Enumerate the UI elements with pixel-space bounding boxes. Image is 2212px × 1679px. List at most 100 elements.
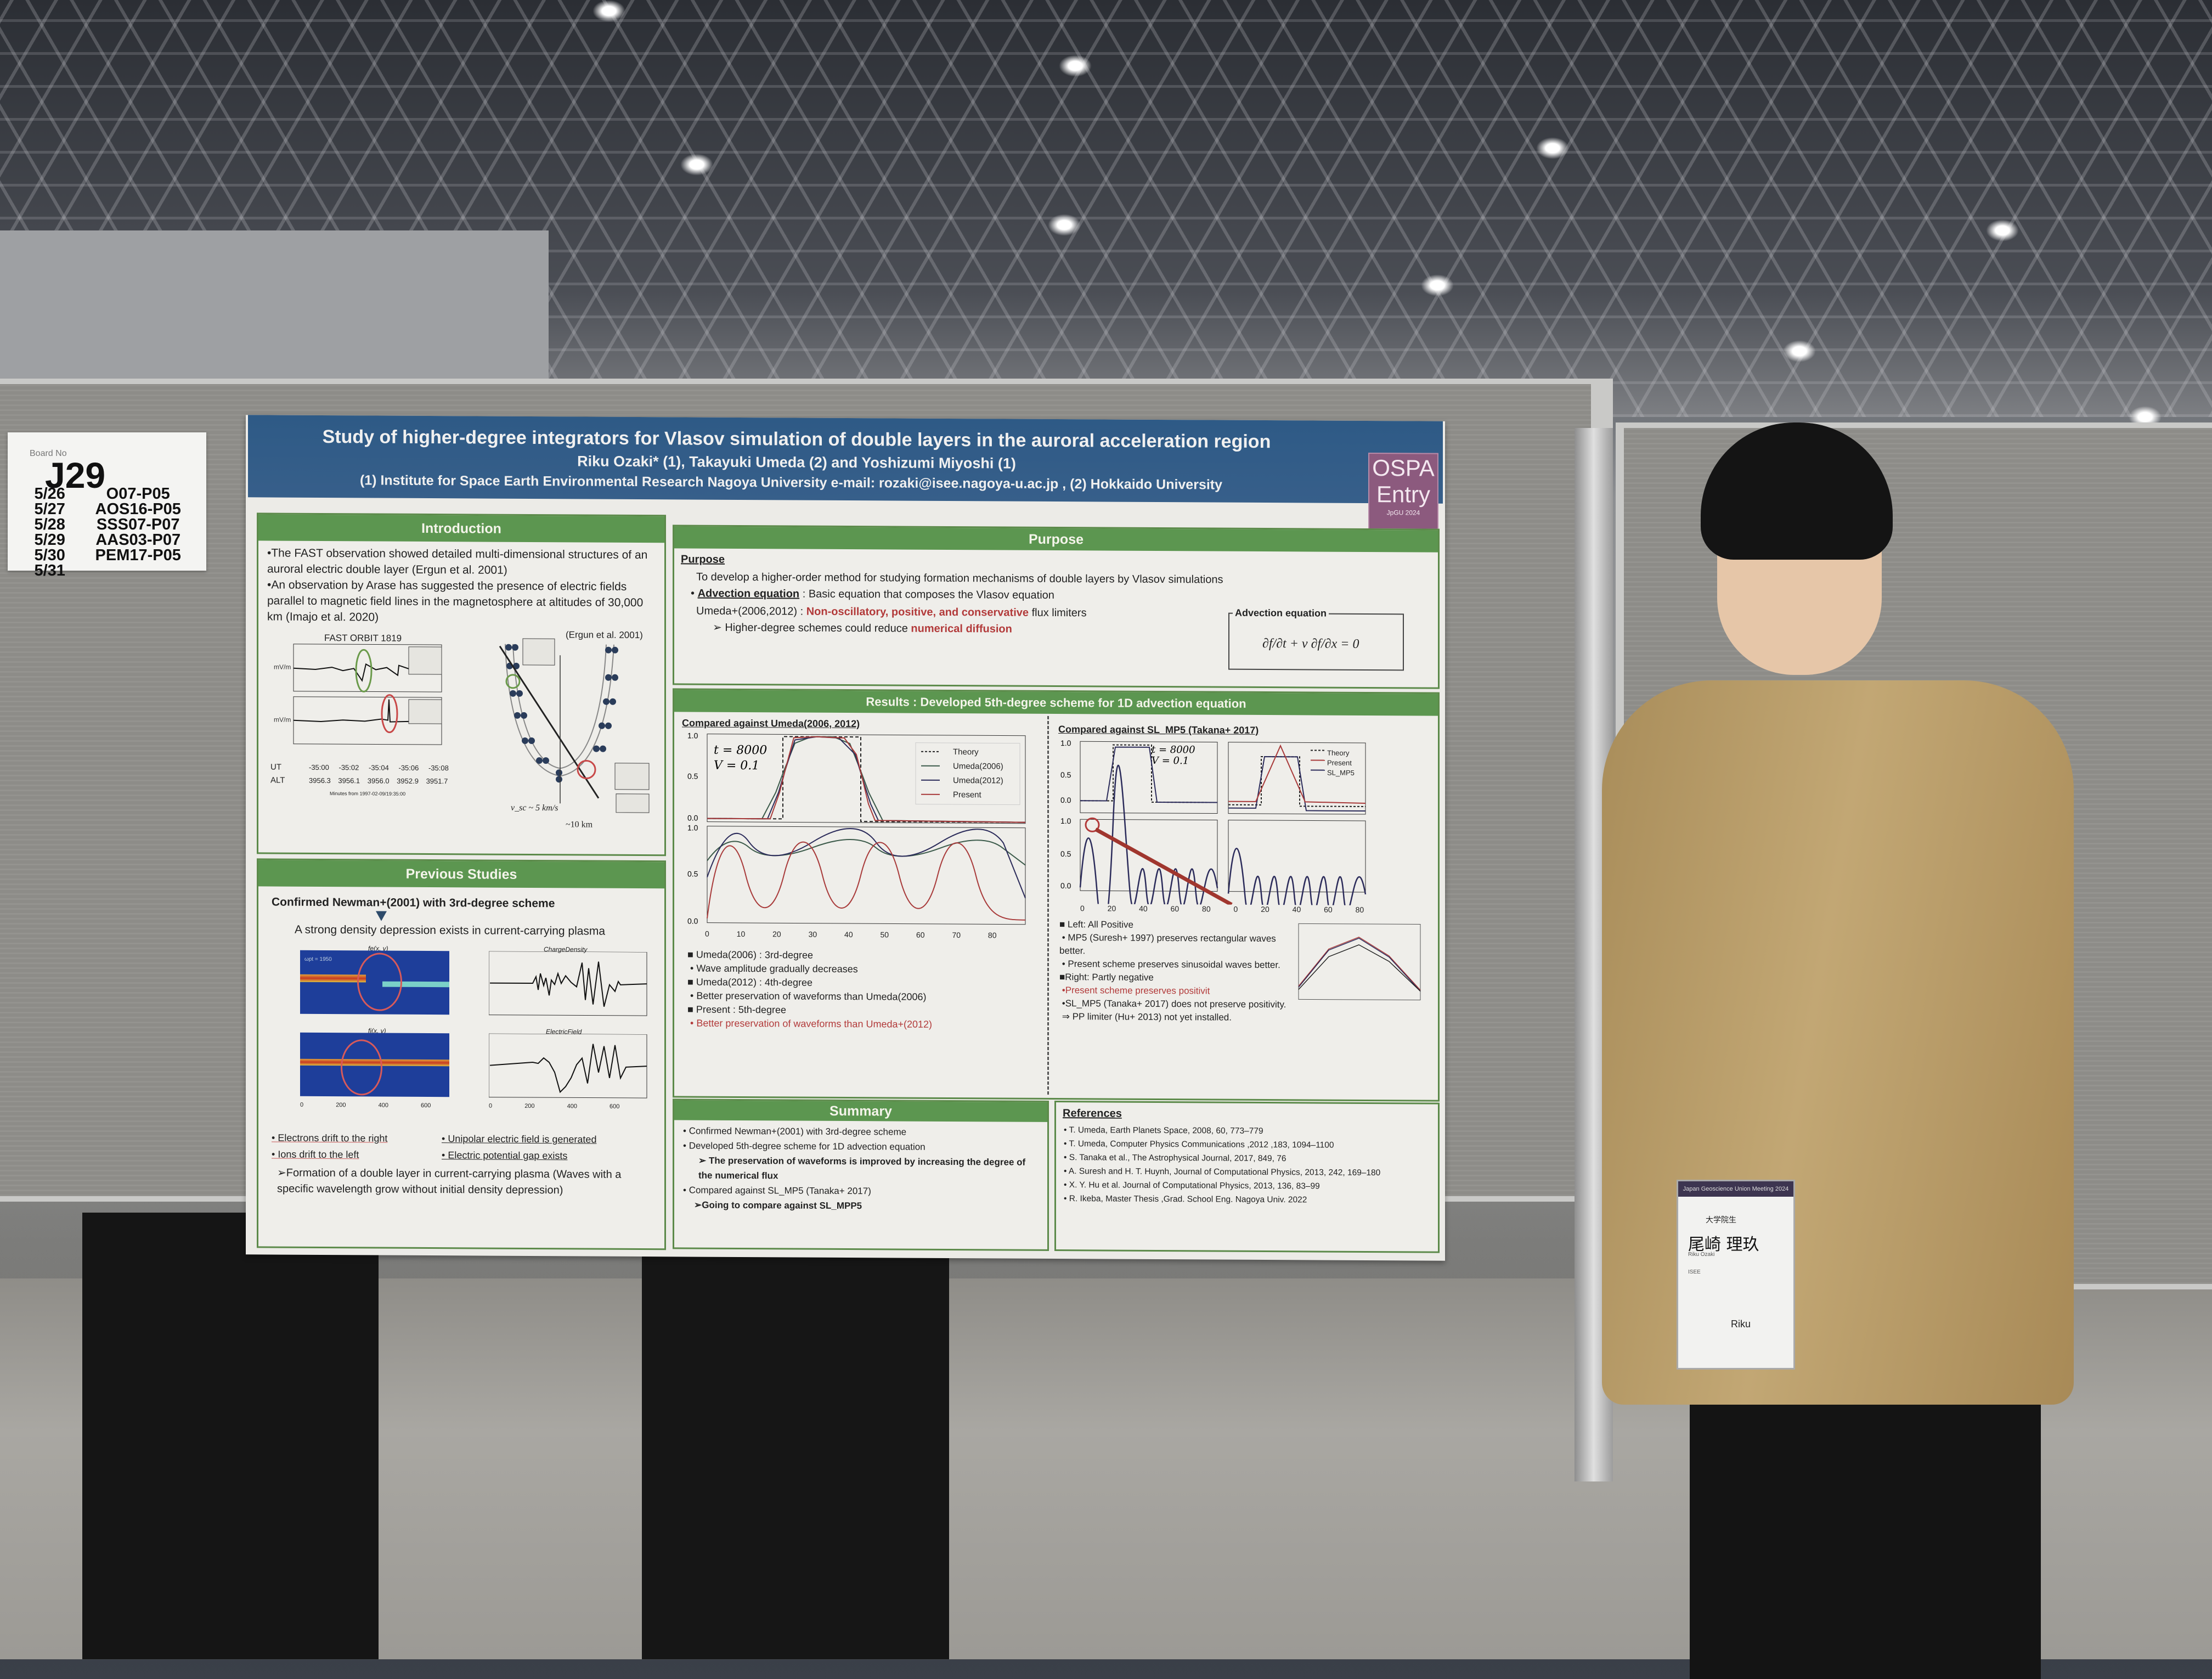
time-caption: Minutes from 1997-02-09/19:35:00: [330, 786, 405, 802]
person-legs-middle: [642, 1257, 949, 1659]
legend-slmp5-right: SL_MP5: [1327, 765, 1355, 781]
param-t: t = 8000: [714, 743, 767, 758]
badge-nickname: Riku: [1731, 1319, 1751, 1330]
presenter-hair: [1701, 422, 1893, 560]
reference-item: • T. Umeda, Earth Planets Space, 2008, 6…: [1064, 1123, 1431, 1139]
ceiling-light: [1986, 219, 2019, 241]
advection-equation: ∂f/∂t + v ∂f/∂x = 0: [1262, 636, 1359, 652]
svg-text:V = 0.1: V = 0.1: [1152, 755, 1189, 767]
section-header: Results : Developed 5th-degree scheme fo…: [674, 690, 1438, 715]
ceiling-light: [680, 154, 713, 176]
svg-text:0.0: 0.0: [1060, 881, 1071, 890]
results-left-subheader: Compared against Umeda(2006, 2012): [682, 715, 860, 732]
purpose-statement: To develop a higher-order method for stu…: [696, 570, 1223, 588]
svg-text:1.0: 1.0: [687, 823, 698, 832]
svg-text:0.5: 0.5: [687, 771, 698, 780]
fi-phase-space-heatmap: [300, 1033, 449, 1097]
umeda-line: Umeda+(2006,2012) : Non-oscillatory, pos…: [696, 604, 1087, 622]
svg-text:mV/m: mV/m: [274, 716, 291, 724]
references-list: • T. Umeda, Earth Planets Space, 2008, 6…: [1064, 1123, 1431, 1208]
svg-text:0.5: 0.5: [1060, 770, 1071, 779]
purpose-subheader: Purpose: [681, 551, 725, 567]
poster-title: Study of higher-degree integrators for V…: [248, 426, 1345, 453]
reference-item: • A. Suresh and H. T. Huynh, Journal of …: [1064, 1164, 1431, 1180]
references-section: References • T. Umeda, Earth Planets Spa…: [1054, 1101, 1440, 1253]
presenter: [1553, 417, 2211, 1659]
ion-drift-note: • Ions drift to the left: [272, 1147, 359, 1163]
legend-theory: Theory: [953, 744, 979, 760]
reference-item: • T. Umeda, Computer Physics Communicati…: [1064, 1137, 1431, 1153]
intro-bullet: •An observation by Arase has suggested t…: [267, 577, 657, 627]
sl-mp5-comparison-plots: 1.00.50.0 1.00.50.0 t = 8000 V = 0.1: [1058, 739, 1431, 906]
down-arrow-icon: [376, 911, 387, 921]
presenter-jacket: [1602, 680, 2074, 1405]
svg-text:1.0: 1.0: [1060, 816, 1071, 825]
poster-banner: Study of higher-degree integrators for V…: [248, 415, 1443, 503]
reference-item: • R. Ikeba, Master Thesis ,Grad. School …: [1064, 1192, 1431, 1208]
x-ticks-right: 0 200 400 600: [489, 1098, 619, 1115]
previous-conclusion: ➢Formation of a double layer in current-…: [277, 1165, 639, 1199]
left-notes: ■ Umeda(2006) : 3rd-degree • Wave amplit…: [687, 948, 932, 1031]
svg-text:mV/m: mV/m: [274, 663, 291, 671]
advection-equation-box: Advection equation ∂f/∂t + v ∂f/∂x = 0: [1228, 613, 1404, 671]
section-header: Summary: [674, 1100, 1047, 1122]
potential-gap-note: • Electric potential gap exists: [442, 1147, 567, 1164]
ceiling-light: [592, 0, 625, 22]
svg-text:0.0: 0.0: [1060, 796, 1071, 804]
previous-subline: A strong density depression exists in cu…: [295, 922, 605, 939]
scale-label: ~10 km: [566, 816, 592, 832]
svg-text:0.5: 0.5: [1060, 849, 1071, 858]
x-ticks-left: 0 200 400 600: [300, 1097, 431, 1114]
time-label: ωpt = 1950: [304, 951, 332, 967]
double-layer-diagram: [489, 633, 653, 815]
peak-zoom-plot: [1288, 920, 1425, 1008]
research-poster: Study of higher-degree integrators for V…: [246, 415, 1445, 1260]
badge-event: Japan Geoscience Union Meeting 2024: [1678, 1181, 1793, 1197]
references-header: References: [1063, 1106, 1122, 1122]
results-section: Results : Developed 5th-degree scheme fo…: [673, 688, 1440, 1101]
badge-name-en: Riku Ozaki: [1688, 1252, 1714, 1258]
ceiling-light: [1536, 137, 1569, 159]
fast-efield-plot: mV/m mV/m: [272, 642, 480, 758]
svg-text:1.0: 1.0: [687, 731, 698, 740]
introduction-section: Introduction •The FAST observation showe…: [257, 512, 666, 856]
unipolar-note: • Unipolar electric field is generated: [442, 1131, 596, 1147]
legend-umeda2012: Umeda(2012): [953, 773, 1003, 788]
poster-authors: Riku Ozaki* (1), Takayuki Umeda (2) and …: [248, 451, 1345, 474]
results-divider: [1047, 716, 1049, 1095]
summary-list: • Confirmed Newman+(2001) with 3rd-degre…: [683, 1123, 1034, 1214]
ospa-entry-badge: OSPA Entry JpGU 2024: [1368, 453, 1438, 537]
presenter-pants: [1690, 1372, 2041, 1679]
electron-drift-note: • Electrons drift to the right: [272, 1130, 387, 1147]
ceiling-light: [1421, 274, 1454, 296]
alt-label: ALT: [270, 773, 285, 788]
reference-item: • X. Y. Hu et al. Journal of Computation…: [1064, 1178, 1431, 1194]
charge-density-plot: [489, 951, 648, 1017]
higher-degree-line: ➢ Higher-degree schemes could reduce num…: [713, 620, 1012, 638]
svg-text:1.0: 1.0: [1060, 739, 1071, 747]
section-header: Introduction: [258, 514, 664, 543]
previous-headline: Confirmed Newman+(2001) with 3rd-degree …: [272, 894, 555, 912]
results-right-subheader: Compared against SL_MP5 (Takana+ 2017): [1058, 722, 1259, 739]
right-notes: ■ Left: All Positive • MP5 (Suresh+ 1997…: [1059, 918, 1290, 1024]
schedule-row: 5/31: [26, 563, 203, 578]
intro-bullet: •The FAST observation showed detailed mu…: [267, 545, 657, 579]
section-header: Previous Studies: [258, 860, 664, 888]
legend-umeda2006: Umeda(2006): [953, 758, 1003, 774]
previous-studies-section: Previous Studies Confirmed Newman+(2001)…: [257, 858, 666, 1250]
ceiling-light: [1783, 340, 1816, 362]
section-header: Purpose: [674, 526, 1438, 552]
person-legs-left: [82, 1213, 379, 1659]
name-badge: Japan Geoscience Union Meeting 2024 大学院生…: [1677, 1180, 1795, 1370]
legend-present: Present: [953, 787, 981, 803]
ceiling-light: [1048, 214, 1081, 236]
badge-org: ISEE: [1688, 1269, 1701, 1275]
param-v: V = 0.1: [714, 759, 759, 773]
svg-text:0.5: 0.5: [687, 869, 698, 878]
